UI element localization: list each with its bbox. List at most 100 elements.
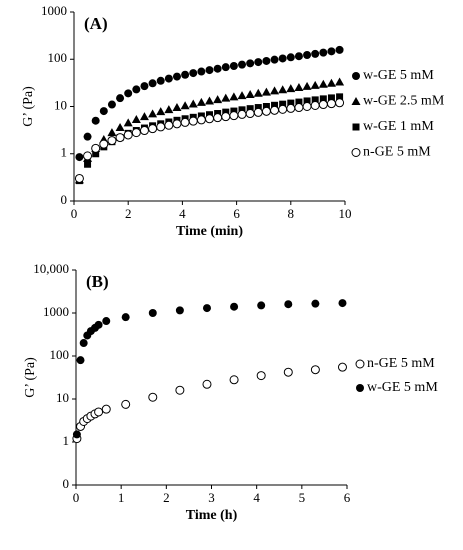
legend-label: n-GE 5 mM xyxy=(363,145,431,160)
y-axis-label: G’ (Pa) xyxy=(23,357,38,398)
legend-label: w-GE 1 mM xyxy=(363,119,434,134)
point xyxy=(148,124,158,134)
point xyxy=(83,151,93,161)
point xyxy=(230,302,239,311)
point xyxy=(229,375,239,385)
point xyxy=(131,115,141,124)
legend-marker xyxy=(352,123,360,131)
point xyxy=(310,80,320,89)
y-tick-label: 1 xyxy=(63,433,70,448)
x-tick-label: 10 xyxy=(339,206,352,221)
legend-marker xyxy=(356,384,364,392)
point xyxy=(246,105,254,113)
point xyxy=(175,385,185,395)
point xyxy=(230,107,238,115)
point xyxy=(102,317,111,326)
point xyxy=(295,98,303,106)
y-tick-label: 10,000 xyxy=(33,261,69,276)
point xyxy=(303,51,312,60)
x-tick-label: 0 xyxy=(73,490,80,505)
point xyxy=(139,112,149,121)
point xyxy=(286,53,295,62)
point xyxy=(76,356,85,365)
y-axis-label: G’ (Pa) xyxy=(21,86,36,127)
point xyxy=(116,94,125,103)
point xyxy=(337,362,347,372)
point xyxy=(99,107,108,116)
point xyxy=(335,98,345,108)
point xyxy=(74,173,84,183)
point xyxy=(221,63,230,72)
point xyxy=(311,299,320,308)
point xyxy=(156,122,166,132)
point xyxy=(310,100,320,110)
point xyxy=(205,114,214,124)
point xyxy=(270,86,280,95)
point xyxy=(271,101,279,109)
legend-label: w-GE 5 mM xyxy=(367,380,438,395)
point xyxy=(156,76,165,85)
legend-label: n-GE 5 mM xyxy=(367,356,435,371)
x-tick-label: 5 xyxy=(299,490,306,505)
point xyxy=(270,105,280,115)
point xyxy=(318,100,328,110)
point xyxy=(294,103,304,113)
point xyxy=(75,153,84,162)
point xyxy=(262,103,270,110)
point xyxy=(91,116,100,125)
point xyxy=(254,104,262,112)
point xyxy=(294,52,303,61)
point xyxy=(284,300,293,309)
x-tick-label: 1 xyxy=(118,490,125,505)
point xyxy=(94,407,104,417)
point xyxy=(181,70,190,79)
x-tick-label: 4 xyxy=(253,490,260,505)
point xyxy=(72,430,81,439)
point xyxy=(202,304,211,313)
x-axis-label: Time (min) xyxy=(176,224,243,239)
legend-label: w-GE 5 mM xyxy=(363,68,434,83)
point xyxy=(205,66,214,75)
x-tick-label: 2 xyxy=(163,490,170,505)
x-tick-label: 4 xyxy=(179,206,186,221)
y-tick-label: 1000 xyxy=(43,304,69,319)
point xyxy=(311,96,319,104)
legend-label: w-GE 2.5 mM xyxy=(363,94,445,109)
point xyxy=(335,45,344,54)
y-tick-label: 1 xyxy=(61,145,68,160)
point xyxy=(180,101,190,110)
point xyxy=(121,399,131,409)
point xyxy=(278,85,288,94)
point xyxy=(101,404,111,414)
point xyxy=(319,95,327,103)
point xyxy=(92,150,100,158)
point xyxy=(148,109,158,118)
point xyxy=(278,54,287,63)
point xyxy=(245,89,255,98)
x-tick-label: 8 xyxy=(288,206,295,221)
point xyxy=(319,48,328,57)
point xyxy=(99,139,109,149)
point xyxy=(262,56,271,65)
point xyxy=(83,132,92,141)
point xyxy=(261,106,271,116)
point xyxy=(237,109,247,119)
point xyxy=(238,60,247,69)
point xyxy=(197,67,206,76)
point xyxy=(196,97,206,106)
point xyxy=(253,88,263,97)
point xyxy=(188,116,198,126)
point xyxy=(246,59,255,68)
point xyxy=(205,96,214,105)
point xyxy=(229,61,238,70)
point xyxy=(213,113,223,123)
point xyxy=(221,93,231,102)
legend-marker xyxy=(351,148,361,157)
point xyxy=(172,72,181,81)
x-axis-label: Time (h) xyxy=(186,508,238,523)
point xyxy=(257,301,266,310)
point xyxy=(336,93,344,101)
legend-marker xyxy=(351,97,361,105)
point xyxy=(156,107,166,116)
